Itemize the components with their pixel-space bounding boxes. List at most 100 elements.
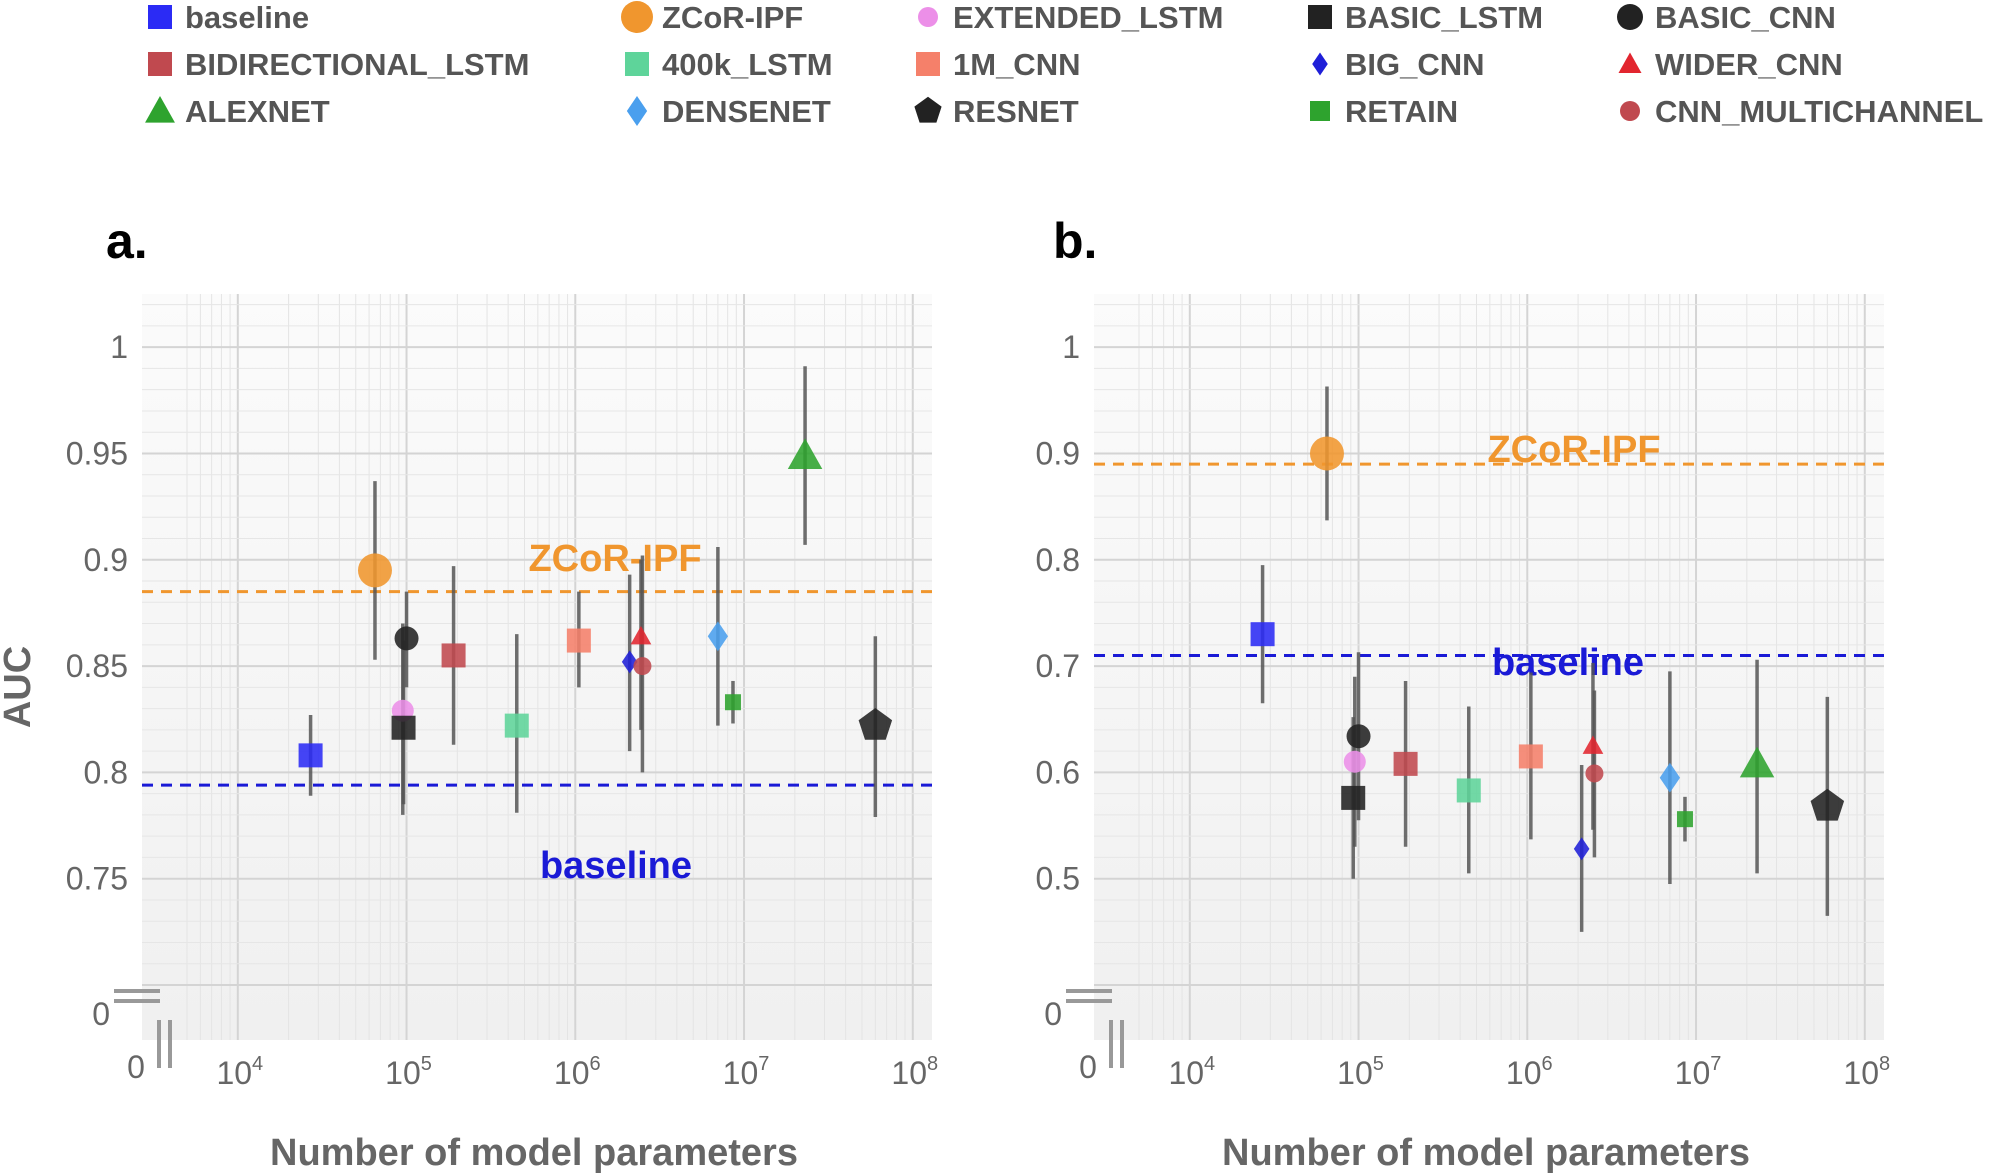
y-tick-label: 1 — [110, 329, 128, 365]
legend-marker-cnn-multichannel — [1620, 101, 1640, 121]
legend-marker-resnet — [914, 96, 942, 123]
legend-label-baseline: baseline — [185, 0, 309, 35]
y-tick-label: 0.75 — [66, 861, 128, 897]
x-tick-label: 104 — [216, 1053, 263, 1091]
y-tick-label: 0.8 — [1036, 542, 1080, 578]
x-tick-label-zero: 0 — [127, 1049, 145, 1085]
legend-label-400k-lstm: 400k_LSTM — [662, 47, 833, 82]
y-tick-label: 0.8 — [84, 754, 128, 790]
legend-label-cnn-multichannel: CNN_MULTICHANNEL — [1655, 94, 1983, 129]
point-1m-cnn — [1518, 744, 1543, 769]
point-densenet — [707, 621, 729, 652]
legend-marker-wider-cnn — [1618, 52, 1642, 73]
point-extended-lstm — [1343, 750, 1366, 773]
legend-marker-bidirectional-lstm — [148, 52, 172, 76]
point-1m-cnn — [566, 628, 591, 653]
panel-b: 1 0.9 0.8 0.7 0.6 0.5 00 104 105 106 107 108 Number … — [1036, 213, 1891, 1174]
legend-label-alexnet: ALEXNET — [185, 94, 330, 129]
legend-label-extended-lstm: EXTENDED_LSTM — [953, 0, 1223, 35]
legend-marker-basic-cnn — [1617, 4, 1643, 30]
panel-label: b. — [1053, 213, 1097, 269]
legend-marker-baseline — [148, 5, 172, 29]
x-tick-label: 108 — [891, 1053, 938, 1091]
point-cnn-multichannel — [1585, 764, 1604, 783]
legend-label-zcor-ipf: ZCoR-IPF — [662, 0, 803, 35]
point-wider-cnn — [1582, 735, 1604, 754]
point-baseline — [1250, 622, 1275, 647]
legend-marker-400k-lstm — [625, 52, 649, 76]
legend-label-wider-cnn: WIDER_CNN — [1655, 47, 1843, 82]
legend-marker-extended-lstm — [918, 7, 938, 27]
legend-label-basic-lstm: BASIC_LSTM — [1345, 0, 1543, 35]
x-tick-label: 106 — [1506, 1053, 1553, 1091]
legend-label-densenet: DENSENET — [662, 94, 831, 129]
x-tick-label: 107 — [723, 1053, 770, 1091]
legend-label-retain: RETAIN — [1345, 94, 1458, 129]
point-bidirectional-lstm — [441, 643, 466, 668]
point-zcor-ipf — [357, 553, 392, 588]
point-bidirectional-lstm — [1393, 751, 1418, 776]
y-gridlines — [1094, 304, 1884, 986]
point-big-cnn — [1573, 837, 1590, 861]
y-tick-label: 0.7 — [1036, 648, 1080, 684]
y-tick-label: 0.9 — [84, 542, 128, 578]
point-cnn-multichannel — [633, 657, 652, 676]
point-baseline — [298, 743, 323, 768]
x-tick-label: 108 — [1843, 1053, 1890, 1091]
reference-label-zcor-ipf: ZCoR-IPF — [528, 538, 701, 580]
y-axis-label: AUC — [0, 646, 39, 728]
legend-label-resnet: RESNET — [953, 94, 1079, 129]
x-tick-label-zero: 0 — [1079, 1049, 1097, 1085]
point-basic-lstm — [391, 715, 416, 740]
legend-marker-retain — [1310, 101, 1330, 121]
point-retain — [1676, 811, 1693, 828]
y-tick-label-zero: 0 — [92, 996, 110, 1032]
point-alexnet — [1739, 746, 1775, 778]
x-tick-label: 105 — [385, 1053, 432, 1091]
x-tick-label: 104 — [1168, 1053, 1215, 1091]
x-axis-label: Number of model parameters — [270, 1132, 798, 1174]
x-tick-label: 106 — [554, 1053, 601, 1091]
point-400k-lstm — [1456, 778, 1481, 803]
legend-label-1m-cnn: 1M_CNN — [953, 47, 1080, 82]
legend-marker-densenet — [626, 96, 648, 126]
y-tick-label: 0.9 — [1036, 435, 1080, 471]
x-axis-label: Number of model parameters — [1222, 1132, 1750, 1174]
point-400k-lstm — [504, 713, 529, 738]
y-tick-label: 0.85 — [66, 648, 128, 684]
legend-marker-big-cnn — [1312, 52, 1328, 76]
legend-label-big-cnn: BIG_CNN — [1345, 47, 1485, 82]
legend-marker-basic-lstm — [1308, 5, 1332, 29]
legend-marker-1m-cnn — [916, 52, 940, 76]
panel-label: a. — [106, 213, 148, 269]
legend: baseline ZCoR-IPF EXTENDED_LSTM BASIC_LSTM B… — [145, 0, 1983, 129]
reference-label-baseline: baseline — [540, 845, 692, 887]
point-basic-cnn — [394, 626, 419, 651]
y-tick-label: 0.95 — [66, 435, 128, 471]
point-zcor-ipf — [1309, 436, 1344, 471]
point-alexnet — [787, 438, 823, 470]
point-retain — [724, 694, 741, 711]
y-tick-label: 1 — [1062, 329, 1080, 365]
point-big-cnn — [621, 650, 638, 674]
legend-marker-zcor-ipf — [621, 1, 653, 33]
panel-a: 1 0.95 0.9 0.85 0.8 0.75 00 104 105 106 107 108 Numb… — [0, 213, 938, 1174]
y-gridlines — [142, 304, 932, 986]
point-resnet — [1810, 788, 1845, 821]
legend-label-basic-cnn: BASIC_CNN — [1655, 0, 1836, 35]
x-tick-label: 107 — [1675, 1053, 1722, 1091]
point-basic-cnn — [1346, 724, 1371, 749]
y-tick-label: 0.5 — [1036, 861, 1080, 897]
x-tick-label: 105 — [1337, 1053, 1384, 1091]
y-tick-label-zero: 0 — [1044, 996, 1062, 1032]
point-resnet — [858, 708, 893, 740]
point-wider-cnn — [630, 625, 652, 645]
legend-marker-alexnet — [145, 96, 175, 123]
y-tick-label: 0.6 — [1036, 754, 1080, 790]
legend-label-bidirectional-lstm: BIDIRECTIONAL_LSTM — [185, 47, 529, 82]
point-densenet — [1659, 762, 1681, 793]
reference-label-baseline: baseline — [1492, 642, 1644, 684]
reference-label-zcor-ipf: ZCoR-IPF — [1487, 429, 1660, 471]
point-basic-lstm — [1341, 785, 1366, 810]
